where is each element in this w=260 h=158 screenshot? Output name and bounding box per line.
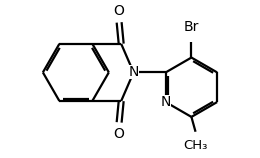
Text: CH₃: CH₃ — [183, 139, 208, 152]
Text: N: N — [128, 65, 139, 79]
Text: O: O — [114, 127, 125, 140]
Text: Br: Br — [184, 21, 199, 34]
Text: N: N — [160, 95, 171, 109]
Text: O: O — [114, 4, 125, 18]
